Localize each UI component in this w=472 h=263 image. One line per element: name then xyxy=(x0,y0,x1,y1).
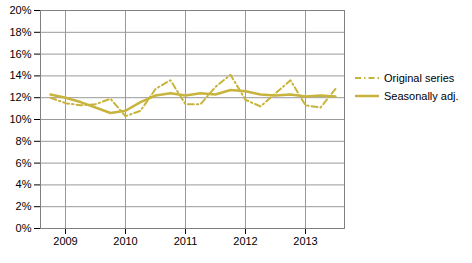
svg-text:2011: 2011 xyxy=(174,235,198,247)
svg-text:16%: 16% xyxy=(9,48,31,60)
svg-text:4%: 4% xyxy=(16,178,32,190)
svg-text:8%: 8% xyxy=(16,135,32,147)
svg-text:20%: 20% xyxy=(9,4,31,16)
svg-text:2012: 2012 xyxy=(233,235,257,247)
svg-text:2010: 2010 xyxy=(113,235,137,247)
svg-text:2009: 2009 xyxy=(53,235,77,247)
html-text:Seasonally adj.: Seasonally adj. xyxy=(384,90,459,102)
svg-text:14%: 14% xyxy=(9,69,31,81)
svg-text:6%: 6% xyxy=(16,157,32,169)
svg-text:18%: 18% xyxy=(9,26,31,38)
svg-text:12%: 12% xyxy=(9,91,31,103)
svg-text:10%: 10% xyxy=(9,113,31,125)
svg-text:2%: 2% xyxy=(16,200,32,212)
svg-text:2013: 2013 xyxy=(293,235,317,247)
html-text:Original series: Original series xyxy=(384,72,455,84)
svg-text:0%: 0% xyxy=(16,222,32,234)
